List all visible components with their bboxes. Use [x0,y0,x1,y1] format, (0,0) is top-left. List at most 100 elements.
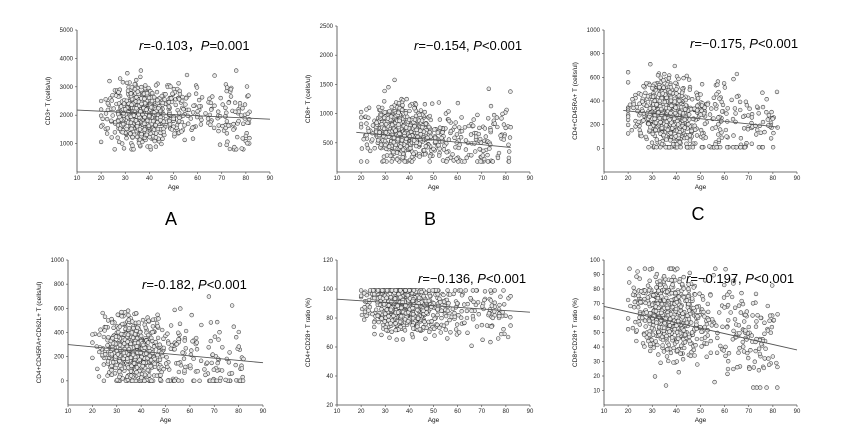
data-point [422,319,427,324]
data-point [745,127,751,132]
data-point [125,332,131,337]
correlation-annotation: r=−0.175, P<0.001 [690,36,798,51]
data-point [455,301,460,306]
data-point [198,358,204,363]
data-point [686,316,692,322]
data-point [392,296,398,301]
data-point [500,111,505,117]
data-point [164,355,169,360]
x-tick-label: 50 [170,176,177,182]
data-point [459,315,464,320]
data-point [158,373,163,378]
data-point [102,328,107,333]
data-point [775,385,780,390]
data-point [142,114,147,120]
data-point [100,310,105,316]
data-point [686,122,691,127]
data-point [163,361,169,366]
data-point [389,288,395,293]
data-point [149,98,155,104]
data-point [754,319,759,324]
x-tick-label: 10 [601,409,608,415]
y-tick-label: 500 [323,141,334,147]
data-point [705,301,710,307]
data-point [426,298,431,304]
scatter-panel-2: 10 20 30 40 50 60 70 80 905001000150020002500Age… [305,24,534,229]
data-point [658,282,663,288]
data-point [128,369,134,374]
data-point [676,336,681,341]
data-point [627,266,632,271]
data-point [125,71,130,76]
data-point [641,83,646,89]
data-point [417,295,422,300]
data-point [477,146,482,152]
data-point [716,137,722,143]
data-point [397,131,402,136]
data-point [657,116,662,121]
y-tick-label: 60 [593,316,600,322]
data-point [506,155,512,161]
data-point [767,318,772,323]
data-point [683,107,688,112]
data-point [758,130,763,135]
data-point [465,301,470,307]
data-point [109,98,114,103]
data-point [364,107,369,112]
data-point [181,113,186,118]
y-tick-label: 0 [61,379,65,385]
data-point [364,159,370,164]
data-points [90,294,246,383]
data-point [396,110,401,115]
data-point [414,127,419,133]
data-point [488,128,493,133]
data-point [763,346,768,351]
data-point [506,142,511,147]
data-point [435,322,440,328]
data-point [430,288,435,293]
data-point [224,85,230,90]
data-point [762,320,767,325]
x-tick-label: 30 [382,176,389,182]
data-point [668,130,673,136]
panel-letter: B [424,209,436,229]
data-point [681,286,686,291]
data-point [132,82,137,87]
y-tick-label: 400 [590,99,601,105]
data-point [488,288,493,293]
data-point [725,106,730,111]
data-point [443,313,449,319]
y-tick-label: 1000 [320,112,334,118]
y-axis-label: CD8+ T (cells/ul) [305,75,312,123]
data-point [650,332,656,337]
data-point [183,328,189,334]
data-point [382,302,387,307]
data-point [382,99,387,104]
x-tick-label: 30 [382,409,389,415]
data-point [760,90,765,95]
data-point [126,325,132,331]
data-point [421,148,427,153]
data-point [661,78,666,83]
data-point [625,327,631,332]
data-point [768,330,773,335]
data-point [756,111,761,116]
data-point [406,117,412,122]
data-point [670,314,676,320]
data-point [412,117,418,122]
data-point [183,364,188,370]
data-point [503,125,508,131]
data-point [209,107,214,112]
data-point [668,138,673,143]
data-point [147,373,152,378]
data-point [695,362,700,367]
data-point [168,84,173,89]
data-point [717,310,722,315]
y-tick-label: 30 [593,360,600,366]
data-point [742,319,747,324]
data-point [228,94,234,99]
data-point [148,105,154,110]
x-tick-label: 40 [406,176,413,182]
data-point [641,111,647,116]
data-point [743,99,749,104]
